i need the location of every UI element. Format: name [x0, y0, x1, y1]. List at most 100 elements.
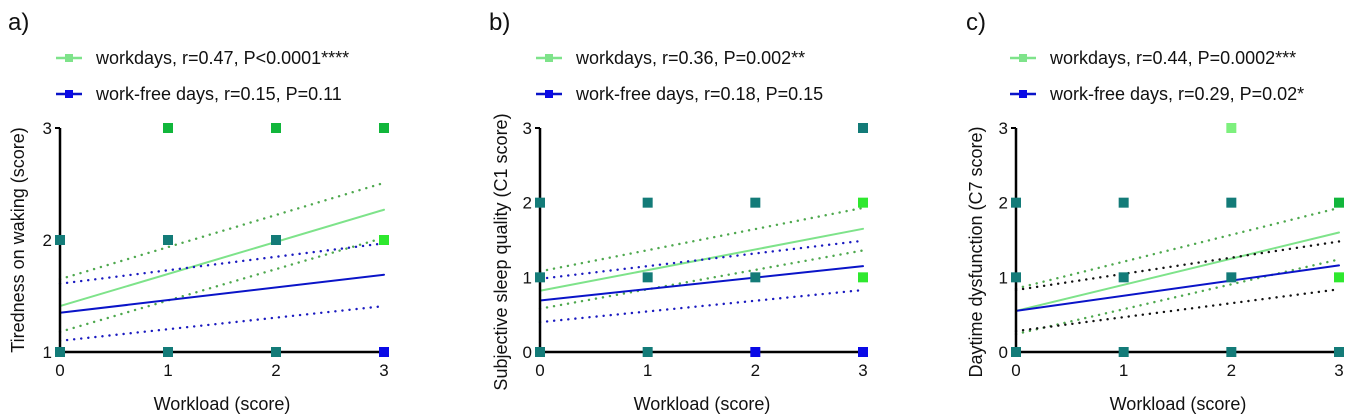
workdays-ci-upper-line	[538, 206, 865, 273]
data-point	[1118, 272, 1129, 283]
data-point	[163, 235, 173, 245]
workfree-ci-lower-line	[58, 304, 386, 342]
data-point	[379, 235, 389, 245]
data-point	[642, 197, 653, 208]
legend-marker-workfree	[545, 90, 553, 98]
x-axis-title: Workload (score)	[1110, 394, 1247, 414]
data-point	[379, 123, 389, 133]
data-point	[271, 347, 281, 357]
x-tick-label: 2	[1227, 361, 1236, 380]
legend-label: workdays, r=0.36, P=0.002**	[575, 48, 805, 68]
data-point	[1334, 272, 1344, 283]
x-tick-label: 1	[1119, 361, 1128, 380]
workdays-fit-line	[1015, 231, 1340, 312]
legend: workdays, r=0.36, P=0.002** work-free da…	[536, 48, 823, 104]
y-tick-label: 2	[523, 194, 532, 213]
x-tick-label: 3	[379, 361, 388, 380]
data-point	[858, 347, 868, 357]
legend-label: work-free days, r=0.29, P=0.02*	[1049, 84, 1304, 104]
x-tick-label: 2	[271, 361, 280, 380]
legend-marker-workdays	[545, 54, 553, 62]
data-point	[535, 347, 545, 357]
data-point	[1118, 197, 1129, 208]
legend-label: work-free days, r=0.15, P=0.11	[95, 84, 342, 104]
legend-label: work-free days, r=0.18, P=0.15	[575, 84, 823, 104]
data-point	[750, 197, 761, 208]
x-tick-label: 3	[1334, 361, 1343, 380]
x-tick-label: 1	[643, 361, 652, 380]
data-point	[1118, 347, 1129, 357]
legend-entry-workfree: work-free days, r=0.29, P=0.02*	[1010, 84, 1304, 104]
y-axis-title: Daytime dysfunction (C7 score)	[966, 126, 986, 377]
legend-marker-workdays	[1019, 54, 1027, 62]
y-tick-label: 3	[43, 119, 52, 138]
legend-marker-workfree	[65, 90, 73, 98]
workfree-ci-upper-line	[1014, 240, 1341, 292]
data-point	[535, 197, 545, 208]
data-point	[858, 123, 868, 133]
panel-label: c)	[966, 9, 986, 36]
data-point	[535, 272, 545, 283]
data-point	[858, 272, 868, 283]
data-point	[1226, 197, 1237, 208]
legend-entry-workfree: work-free days, r=0.18, P=0.15	[536, 84, 823, 104]
legend: workdays, r=0.47, P<0.0001**** work-free…	[56, 48, 349, 104]
data-point	[858, 197, 868, 208]
workdays-ci-upper-line	[58, 181, 386, 281]
workdays-fit-line	[59, 208, 385, 308]
data-point	[1011, 197, 1021, 208]
data-point	[1226, 272, 1237, 283]
workfree-ci-upper-line	[538, 239, 865, 281]
y-tick-label: 0	[523, 343, 532, 362]
data-point	[642, 272, 653, 283]
workdays-ci-upper-line	[1014, 206, 1341, 290]
panel-b: b) workdays, r=0.36, P=0.002** work-free…	[489, 9, 868, 414]
y-tick-label: 0	[999, 343, 1008, 362]
workfree-ci-upper-line	[58, 242, 386, 285]
legend-label: workdays, r=0.44, P=0.0002***	[1049, 48, 1296, 68]
y-tick-label: 2	[43, 231, 52, 250]
x-tick-label: 3	[858, 361, 867, 380]
workdays-ci-lower-line	[58, 236, 386, 334]
y-axis-title: Tiredness on waking (score)	[8, 127, 28, 352]
x-axis-title: Workload (score)	[634, 394, 771, 414]
y-tick-label: 1	[999, 268, 1008, 287]
y-tick-label: 3	[999, 119, 1008, 138]
y-axis-title: Subjective sleep quality (C1 score)	[491, 113, 511, 390]
data-point	[271, 123, 281, 133]
data-point	[55, 235, 65, 245]
panel-a: a) workdays, r=0.47, P<0.0001**** work-f…	[8, 9, 389, 414]
x-tick-label: 0	[535, 361, 544, 380]
workfree-fit-line	[59, 273, 385, 314]
workdays-ci-lower-line	[538, 249, 865, 310]
data-point	[642, 347, 653, 357]
legend-entry-workdays: workdays, r=0.44, P=0.0002***	[1010, 48, 1296, 68]
workfree-fit-line	[539, 265, 864, 302]
legend-entry-workdays: workdays, r=0.47, P<0.0001****	[56, 48, 349, 68]
workdays-ci-lower-line	[1014, 258, 1341, 336]
data-point	[750, 347, 761, 357]
data-point	[750, 272, 761, 283]
data-point	[163, 123, 173, 133]
panel-label: a)	[8, 9, 29, 36]
data-point	[1334, 347, 1344, 357]
y-tick-label: 2	[999, 194, 1008, 213]
workfree-ci-lower-line	[538, 288, 865, 324]
data-point	[55, 347, 65, 357]
x-tick-label: 1	[163, 361, 172, 380]
legend-marker-workfree	[1019, 90, 1027, 98]
legend: workdays, r=0.44, P=0.0002*** work-free …	[1010, 48, 1304, 104]
data-point	[1226, 123, 1237, 133]
x-tick-label: 0	[55, 361, 64, 380]
x-tick-label: 2	[751, 361, 760, 380]
workfree-ci-lower-line	[1014, 288, 1341, 333]
data-point	[163, 347, 173, 357]
data-point	[379, 347, 389, 357]
y-tick-label: 1	[523, 268, 532, 287]
data-point	[1334, 197, 1344, 208]
y-tick-label: 3	[523, 119, 532, 138]
plot-area: 0 1 2 3 0 1 2 3	[999, 119, 1344, 380]
data-point	[1226, 347, 1237, 357]
